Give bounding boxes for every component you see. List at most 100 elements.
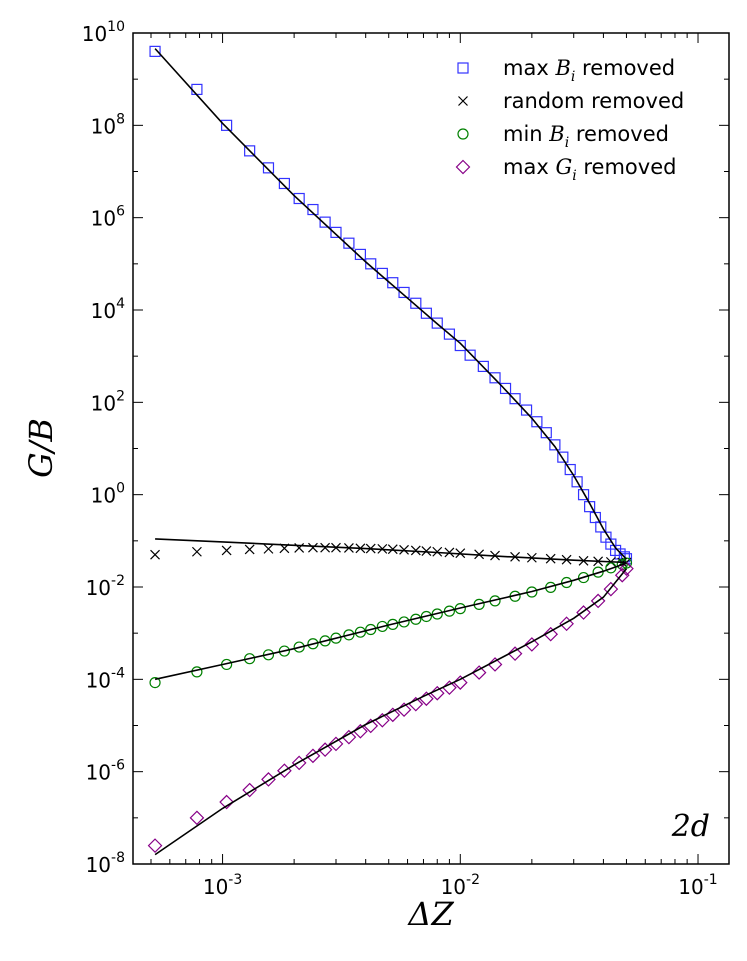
legend-marker xyxy=(457,128,469,140)
y-tick-label: 10-2 xyxy=(86,573,125,600)
data-point xyxy=(319,216,331,228)
data-point xyxy=(429,685,445,701)
legend-marker xyxy=(455,159,471,175)
legend-label: min Bi removed xyxy=(503,122,669,151)
data-point xyxy=(149,676,161,689)
legend-marker xyxy=(458,96,468,106)
data-point xyxy=(387,544,398,555)
data-point xyxy=(431,317,443,329)
data-point xyxy=(328,736,344,752)
data-point xyxy=(499,382,512,395)
data-point xyxy=(244,145,256,157)
data-point xyxy=(577,571,590,584)
data-point xyxy=(421,546,432,556)
data-point xyxy=(564,463,576,476)
data-point xyxy=(559,616,574,632)
data-point xyxy=(354,626,366,638)
data-point xyxy=(557,451,569,463)
fit-line-0 xyxy=(154,48,628,560)
y-tick-label: 104 xyxy=(91,296,125,323)
data-point xyxy=(549,439,561,451)
data-point xyxy=(150,549,160,560)
data-point xyxy=(343,237,355,249)
data-point xyxy=(221,545,232,556)
data-point xyxy=(603,581,619,597)
plot-area xyxy=(132,32,730,865)
x-tick-label: 10-3 xyxy=(203,872,242,899)
data-point xyxy=(293,192,305,205)
data-point xyxy=(619,561,634,576)
data-point xyxy=(307,638,319,650)
y-tick-label: 102 xyxy=(91,388,125,415)
legend-label: max Bi removed xyxy=(503,56,675,85)
y-tick-label: 100 xyxy=(91,481,125,508)
data-point xyxy=(330,632,342,644)
x-axis-label: ΔZ xyxy=(406,895,454,933)
data-point xyxy=(489,372,501,384)
data-point xyxy=(305,748,321,764)
data-point xyxy=(147,838,163,853)
y-tick-label: 1010 xyxy=(82,19,125,46)
data-point xyxy=(376,267,388,280)
data-point xyxy=(543,626,559,642)
legend-label: random removed xyxy=(503,89,684,113)
data-point xyxy=(420,307,432,319)
data-point xyxy=(317,742,333,757)
data-point xyxy=(584,501,596,513)
data-point xyxy=(191,546,202,557)
data-point xyxy=(571,476,583,488)
data-point xyxy=(242,782,257,798)
data-point xyxy=(454,339,466,352)
data-point xyxy=(398,286,410,299)
data-point xyxy=(278,645,290,657)
data-point xyxy=(330,226,342,238)
y-tick-label: 10-4 xyxy=(86,665,126,692)
data-point xyxy=(509,393,521,405)
data-point xyxy=(577,489,590,501)
data-point xyxy=(477,360,489,373)
data-point xyxy=(531,416,543,428)
y-tick-label: 106 xyxy=(91,204,125,231)
data-point xyxy=(387,618,399,630)
data-point xyxy=(487,657,503,672)
fit-line-1 xyxy=(155,538,627,564)
data-layer xyxy=(147,45,634,856)
y-tick-label: 10-6 xyxy=(86,758,126,785)
data-point xyxy=(387,277,399,289)
data-point xyxy=(443,328,456,340)
data-point xyxy=(524,637,540,652)
data-point xyxy=(221,119,233,131)
fit-line-2 xyxy=(154,562,627,681)
y-tick-label: 10-8 xyxy=(86,850,125,877)
legend-marker xyxy=(457,62,469,74)
data-point xyxy=(219,794,234,810)
data-point xyxy=(540,427,552,439)
data-point xyxy=(614,567,630,583)
data-point xyxy=(376,620,388,633)
y-tick-label: 108 xyxy=(91,111,125,138)
data-point xyxy=(576,605,591,620)
data-point xyxy=(507,646,523,661)
data-point xyxy=(471,665,487,680)
data-point xyxy=(244,653,256,665)
data-point xyxy=(592,566,604,578)
data-point xyxy=(560,576,573,589)
data-point xyxy=(410,545,421,556)
data-point xyxy=(244,544,255,555)
data-point xyxy=(605,562,617,574)
data-point xyxy=(399,544,409,555)
data-point xyxy=(307,203,319,216)
data-point xyxy=(308,542,318,553)
legend: max Bi removed random removed min Bi remov… xyxy=(455,56,684,184)
data-point xyxy=(263,543,274,554)
data-point xyxy=(464,349,476,361)
legend-label: max Gi removed xyxy=(503,155,676,184)
data-point xyxy=(343,629,355,641)
data-point xyxy=(291,755,307,771)
y-axis-label: G/B xyxy=(22,418,60,478)
panel-label: 2d xyxy=(671,809,710,844)
x-tick-label: 10-2 xyxy=(441,872,480,899)
data-point xyxy=(319,635,331,647)
data-point xyxy=(149,45,161,57)
